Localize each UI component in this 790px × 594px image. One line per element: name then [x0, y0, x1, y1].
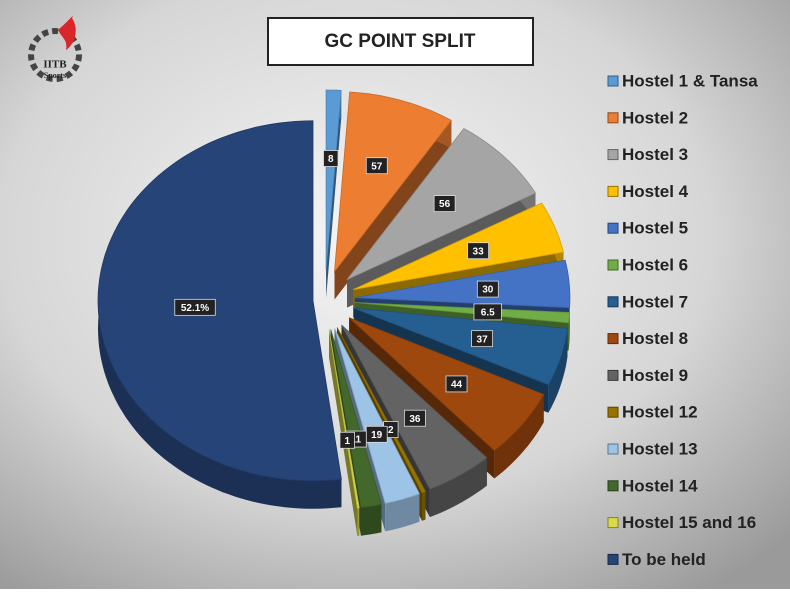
legend-label: Hostel 8	[622, 329, 688, 348]
data-label-box	[365, 157, 388, 175]
data-label: 30	[482, 285, 494, 296]
data-label-box	[473, 303, 502, 321]
logo: IITB Sports	[28, 15, 82, 82]
slice	[352, 202, 564, 290]
legend-label: Hostel 14	[622, 476, 698, 495]
chart-title: GC POINT SPLIT	[325, 31, 476, 52]
legend-marker	[607, 259, 619, 271]
legend-marker	[607, 149, 619, 161]
data-label: 33	[473, 246, 485, 257]
slice	[325, 89, 342, 271]
data-label-box	[433, 195, 456, 213]
data-label-box	[403, 409, 426, 427]
legend-label: Hostel 12	[622, 403, 698, 422]
legend-marker	[607, 75, 619, 87]
data-label-box	[467, 242, 489, 260]
slice-side	[548, 328, 568, 413]
data-label: 44	[451, 380, 463, 391]
legend-label: Hostel 1 & Tansa	[622, 71, 758, 90]
slice-side	[357, 507, 360, 537]
data-label-box	[471, 330, 494, 348]
legend-label: Hostel 7	[622, 292, 688, 311]
data-label: 19	[371, 430, 383, 441]
legend-marker	[607, 553, 619, 565]
data-label: 56	[439, 199, 451, 210]
legend-marker	[607, 185, 619, 197]
data-label: 1	[344, 436, 350, 447]
slice-side	[326, 90, 342, 298]
data-label: 57	[371, 161, 383, 172]
legend-label: Hostel 4	[622, 182, 689, 201]
legend-marker	[607, 296, 619, 308]
data-labels: 8 57 56 33 30 6.5 37 44 36 2 19 111 52.1%	[174, 150, 502, 449]
data-label: 52.1%	[181, 303, 209, 314]
slice	[97, 120, 342, 482]
legend-marker	[607, 333, 619, 345]
slice	[341, 324, 488, 490]
slice-side	[334, 120, 452, 300]
legend-label: To be held	[622, 550, 706, 569]
data-label: 6.5	[481, 308, 495, 319]
logo-gear	[28, 28, 82, 82]
legend-marker	[607, 443, 619, 455]
slice-side	[360, 504, 382, 536]
legend-marker	[607, 517, 619, 529]
legend-label: Hostel 6	[622, 255, 688, 274]
data-label: 11	[350, 435, 361, 446]
legend-label: Hostel 2	[622, 108, 688, 127]
logo-text: Sports	[44, 71, 66, 80]
legend-label: Hostel 15 and 16	[622, 513, 756, 532]
title-box	[267, 17, 534, 66]
slice	[330, 329, 382, 509]
legend: Hostel 1 & Tansa Hostel 2 Hostel 3 Hostel 4…	[607, 71, 758, 569]
slice	[334, 328, 420, 504]
pie-tops	[97, 89, 571, 509]
data-label: 2	[388, 425, 394, 436]
slice	[353, 307, 568, 386]
slice-side	[422, 491, 426, 521]
slice-side	[385, 493, 420, 532]
data-label: 8	[328, 154, 334, 165]
data-label-box	[339, 431, 355, 449]
slice-side	[429, 457, 487, 518]
data-label: 36	[409, 414, 421, 425]
data-label-box	[445, 375, 468, 393]
legend-label: Hostel 5	[622, 219, 688, 238]
legend-label: Hostel 3	[622, 145, 688, 164]
slice-side	[494, 394, 544, 479]
legend-marker	[607, 222, 619, 234]
data-label: 37	[477, 334, 489, 345]
logo-flame	[58, 15, 76, 51]
data-label-box	[476, 280, 499, 298]
legend-marker	[607, 406, 619, 418]
legend-marker	[607, 480, 619, 492]
legend-marker	[607, 369, 619, 381]
slice	[333, 91, 452, 273]
legend-marker	[607, 112, 619, 124]
legend-label: Hostel 9	[622, 366, 688, 385]
legend-label: Hostel 13	[622, 439, 698, 458]
data-label-box	[323, 150, 339, 167]
data-label-box	[174, 298, 216, 316]
logo-text: IITB	[43, 59, 67, 71]
slice	[354, 259, 571, 309]
